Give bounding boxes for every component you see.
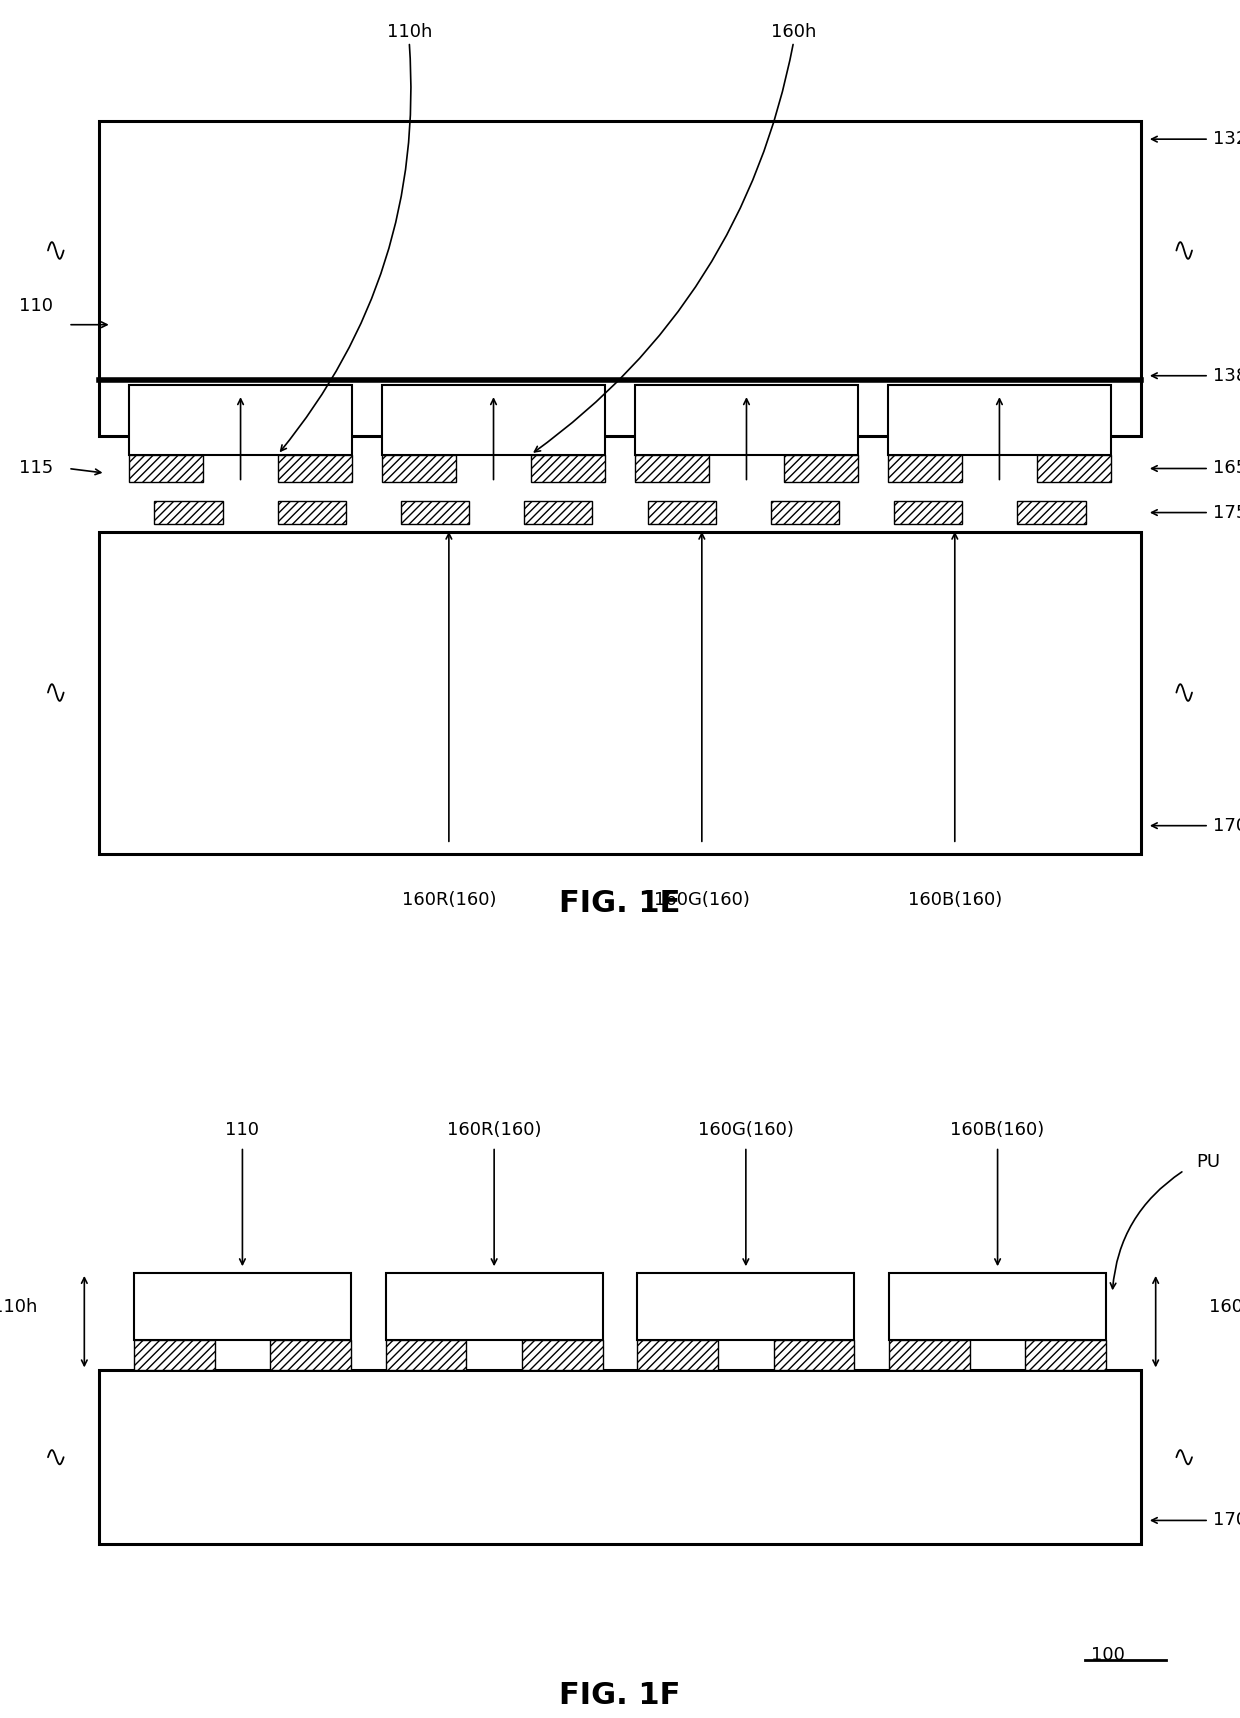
Bar xyxy=(129,455,203,483)
Bar xyxy=(637,1273,854,1340)
Bar xyxy=(154,502,222,524)
Bar xyxy=(386,1273,603,1340)
Bar xyxy=(889,1340,970,1371)
Bar xyxy=(522,1340,603,1371)
Bar xyxy=(382,455,456,483)
Bar xyxy=(888,455,962,483)
Text: 170: 170 xyxy=(1213,816,1240,835)
Text: 160G(160): 160G(160) xyxy=(653,890,750,909)
Text: 160h: 160h xyxy=(771,24,816,41)
Bar xyxy=(270,1340,351,1371)
Text: 160B(160): 160B(160) xyxy=(950,1120,1045,1139)
Text: 160h: 160h xyxy=(1209,1297,1240,1316)
Text: 100: 100 xyxy=(1091,1646,1125,1663)
Bar xyxy=(635,455,709,483)
Bar xyxy=(894,502,962,524)
Bar xyxy=(386,1340,466,1371)
Bar xyxy=(134,1273,351,1340)
Bar xyxy=(278,502,346,524)
Bar xyxy=(771,502,839,524)
Bar xyxy=(888,385,1111,455)
Text: 170: 170 xyxy=(1213,1512,1240,1529)
Bar xyxy=(382,385,605,455)
Bar xyxy=(889,1273,1106,1340)
Bar xyxy=(647,502,715,524)
Text: FIG. 1E: FIG. 1E xyxy=(559,890,681,919)
Text: 115: 115 xyxy=(19,459,53,478)
Bar xyxy=(525,502,593,524)
Text: 132: 132 xyxy=(1213,131,1240,148)
Bar xyxy=(134,1340,215,1371)
Text: 110h: 110h xyxy=(0,1297,37,1316)
Bar xyxy=(635,385,858,455)
Bar xyxy=(637,1340,718,1371)
Bar xyxy=(1025,1340,1106,1371)
Text: FIG. 1F: FIG. 1F xyxy=(559,1682,681,1709)
Bar xyxy=(1018,502,1086,524)
Text: 175: 175 xyxy=(1213,503,1240,522)
Bar xyxy=(99,531,1141,854)
Bar xyxy=(784,455,858,483)
Text: 165: 165 xyxy=(1213,459,1240,478)
Text: 110: 110 xyxy=(19,297,52,314)
Bar xyxy=(278,455,352,483)
Text: 160G(160): 160G(160) xyxy=(698,1120,794,1139)
Text: PU: PU xyxy=(1197,1153,1220,1172)
Bar xyxy=(99,1371,1141,1544)
Text: 138: 138 xyxy=(1213,366,1240,385)
Bar xyxy=(774,1340,854,1371)
Text: 160R(160): 160R(160) xyxy=(446,1120,542,1139)
Text: 110: 110 xyxy=(226,1120,259,1139)
Bar xyxy=(99,120,1141,436)
Text: 110h: 110h xyxy=(387,24,432,41)
Text: 160B(160): 160B(160) xyxy=(908,890,1002,909)
Bar xyxy=(401,502,469,524)
Bar xyxy=(129,385,352,455)
Bar xyxy=(1037,455,1111,483)
Bar xyxy=(531,455,605,483)
Text: 160R(160): 160R(160) xyxy=(402,890,496,909)
